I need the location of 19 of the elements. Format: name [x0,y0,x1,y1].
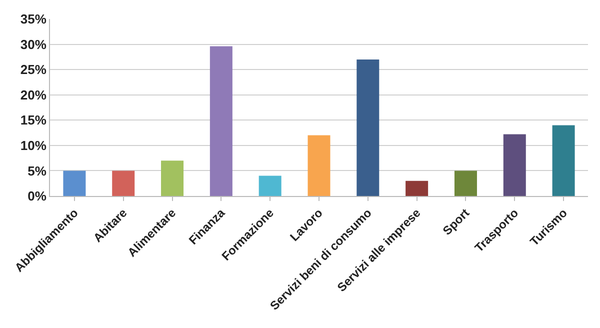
y-tick-label: 0% [28,188,47,204]
bar [63,170,86,196]
bar [112,170,135,196]
y-tick-label: 35% [20,12,47,27]
bar [161,160,184,196]
y-tick-label: 15% [20,112,47,128]
bar [258,176,282,196]
y-tick-label: 25% [20,62,47,78]
y-tick-label: 10% [20,138,47,153]
bar [552,125,575,196]
y-tick-label: 5% [28,163,47,178]
y-tick-label: 20% [20,87,47,102]
bar [210,46,232,196]
bar [454,170,477,196]
bar [356,59,380,196]
bar [503,134,526,196]
bar [406,180,428,196]
bar [308,135,330,196]
y-tick-label: 30% [20,36,47,52]
